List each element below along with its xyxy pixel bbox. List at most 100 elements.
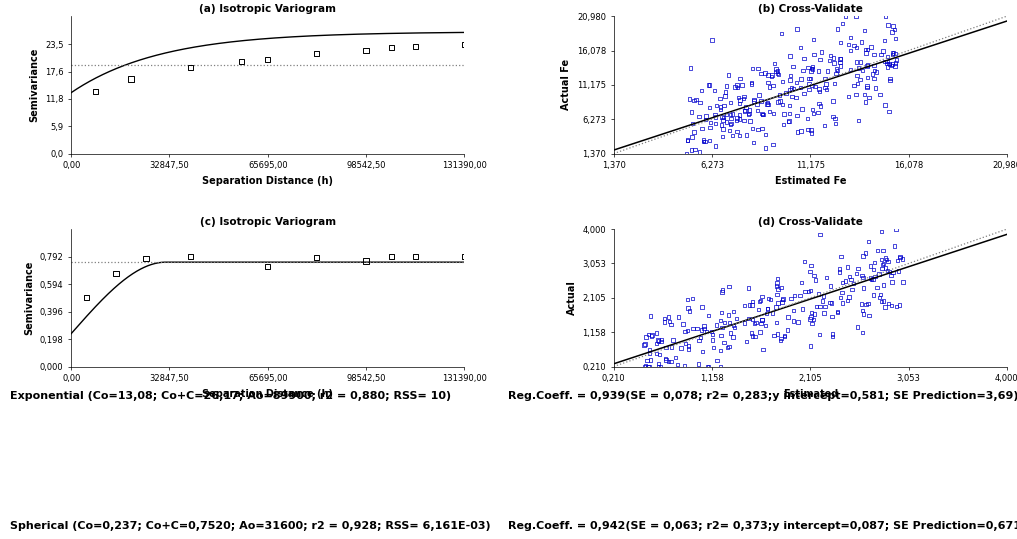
- Point: [872, 293, 888, 302]
- Point: [706, 343, 722, 352]
- Point: [697, 137, 713, 146]
- Point: [811, 289, 827, 298]
- Point: [743, 80, 760, 88]
- Point: [714, 113, 730, 121]
- Point: [835, 19, 851, 27]
- Point: [889, 56, 905, 64]
- Point: [183, 252, 199, 261]
- Point: [762, 295, 778, 304]
- Point: [853, 38, 870, 46]
- Point: [785, 317, 801, 326]
- Point: [774, 298, 790, 306]
- Point: [857, 98, 874, 106]
- Point: [743, 329, 760, 337]
- Point: [875, 259, 891, 267]
- Point: [720, 311, 736, 320]
- Point: [817, 74, 833, 83]
- Point: [877, 57, 893, 66]
- Point: [773, 284, 789, 292]
- Point: [860, 237, 877, 246]
- Point: [661, 317, 677, 326]
- Point: [740, 314, 757, 323]
- Point: [864, 70, 881, 78]
- Point: [799, 114, 816, 123]
- Point: [776, 109, 792, 118]
- Point: [653, 335, 669, 344]
- Point: [779, 326, 795, 334]
- Point: [692, 98, 708, 107]
- Point: [743, 78, 760, 87]
- Point: [826, 59, 842, 67]
- Point: [832, 58, 848, 67]
- Point: [687, 95, 704, 104]
- Point: [803, 81, 820, 90]
- Point: [716, 101, 732, 110]
- Point: [840, 40, 856, 49]
- Point: [308, 49, 324, 58]
- Point: [825, 96, 841, 105]
- Point: [704, 36, 720, 44]
- Point: [786, 292, 802, 300]
- Point: [658, 356, 674, 364]
- Point: [707, 86, 723, 95]
- Point: [829, 66, 845, 75]
- Point: [801, 86, 818, 94]
- Point: [888, 225, 904, 233]
- Point: [834, 288, 850, 297]
- Point: [745, 139, 762, 147]
- Point: [804, 105, 821, 114]
- Point: [849, 79, 865, 88]
- Point: [785, 84, 801, 93]
- Point: [259, 262, 276, 271]
- Point: [730, 93, 746, 102]
- Point: [834, 278, 850, 287]
- Point: [727, 82, 743, 91]
- Point: [743, 301, 760, 309]
- Point: [832, 54, 848, 63]
- Point: [699, 362, 715, 371]
- Text: Reg.Coeff. = 0,942(SE = 0,063; r2= 0,373;y intercept=0,087; SE Prediction=0,671): Reg.Coeff. = 0,942(SE = 0,063; r2= 0,373…: [508, 521, 1017, 530]
- Point: [861, 311, 878, 320]
- Point: [829, 25, 845, 33]
- Point: [784, 84, 800, 92]
- Point: [853, 300, 870, 308]
- Point: [839, 263, 855, 272]
- Point: [885, 49, 901, 57]
- Point: [764, 71, 780, 79]
- Point: [694, 86, 710, 95]
- Point: [773, 336, 789, 345]
- Point: [234, 57, 250, 66]
- Point: [854, 306, 871, 315]
- Point: [880, 21, 896, 30]
- Point: [725, 321, 741, 330]
- Point: [762, 82, 778, 91]
- Point: [880, 266, 896, 275]
- Point: [872, 91, 888, 99]
- Point: [677, 340, 694, 348]
- Point: [785, 63, 801, 71]
- Point: [874, 265, 890, 273]
- Point: [758, 144, 774, 153]
- Point: [817, 84, 833, 92]
- Point: [858, 82, 875, 91]
- Point: [802, 261, 819, 270]
- Point: [729, 114, 745, 122]
- Title: (c) Isotropic Variogram: (c) Isotropic Variogram: [199, 217, 336, 227]
- Point: [681, 307, 698, 315]
- Point: [713, 103, 729, 112]
- Point: [881, 107, 897, 116]
- Point: [782, 85, 798, 94]
- Point: [803, 126, 820, 134]
- Point: [882, 267, 898, 276]
- Point: [722, 110, 738, 119]
- Point: [683, 133, 700, 141]
- Point: [679, 135, 696, 144]
- Point: [859, 73, 876, 81]
- Point: [713, 331, 729, 340]
- Point: [856, 26, 873, 35]
- Point: [812, 330, 828, 338]
- Point: [802, 286, 819, 295]
- Point: [746, 332, 763, 341]
- Point: [771, 70, 787, 79]
- Point: [746, 95, 763, 104]
